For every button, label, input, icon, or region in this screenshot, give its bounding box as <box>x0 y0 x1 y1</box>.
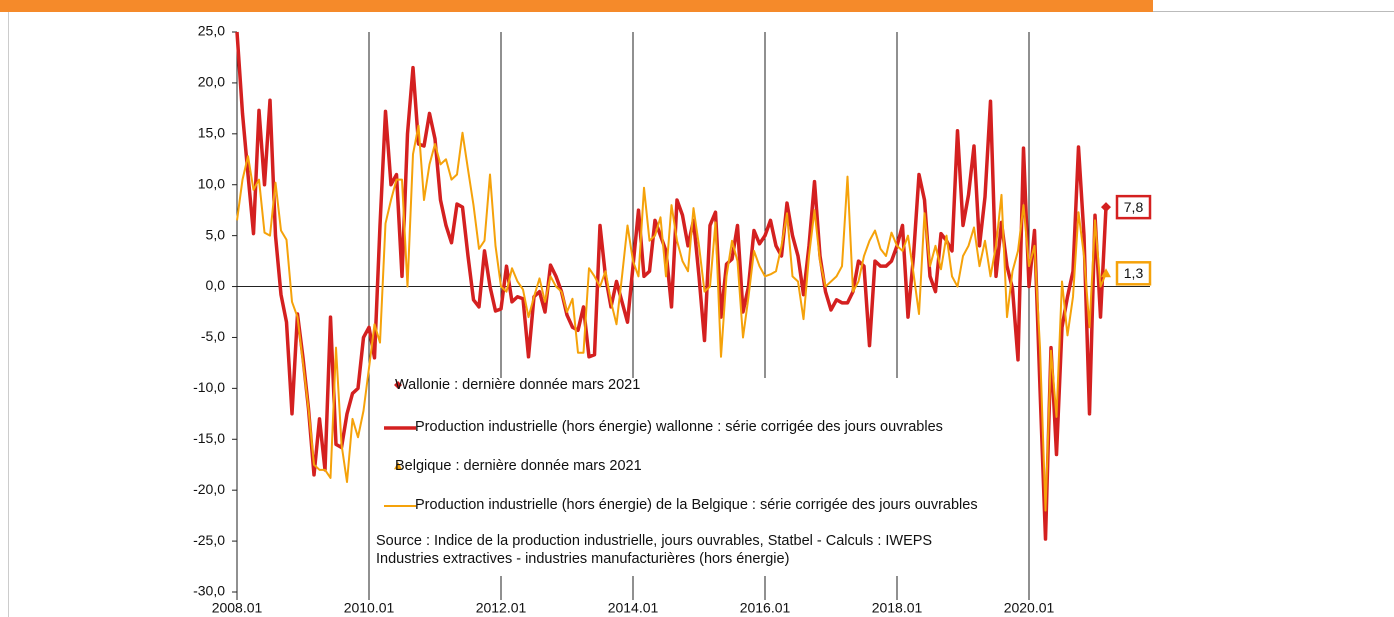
x-tick-label: 2014.01 <box>608 600 659 616</box>
y-tick-label: -10,0 <box>193 379 225 395</box>
legend-label: Production industrielle (hors énergie) w… <box>415 419 943 435</box>
y-tick-label: -15,0 <box>193 430 225 446</box>
line <box>235 31 1108 541</box>
legend-label: Wallonie : dernière donnée mars 2021 <box>395 377 641 393</box>
x-tick-label: 2018.01 <box>872 600 923 616</box>
legend-entry: Wallonie : dernière donnée mars 2021 <box>395 376 985 394</box>
line <box>236 124 1107 512</box>
legend-marker <box>394 462 402 470</box>
x-tick-label: 2020.01 <box>1004 600 1055 616</box>
y-tick-label: -30,0 <box>193 583 225 599</box>
x-tick-label: 2010.01 <box>344 600 395 616</box>
y-tick-label: 20,0 <box>198 74 225 90</box>
legend-marker <box>394 381 402 389</box>
y-tick-label: 15,0 <box>198 125 225 141</box>
y-tick-label: 0,0 <box>206 277 226 293</box>
legend-entry: Production industrielle (hors énergie) d… <box>415 496 1005 514</box>
value-label-box <box>1115 194 1152 220</box>
x-tick-label: 2012.01 <box>476 600 527 616</box>
x-tick-label: 2008.01 <box>212 600 263 616</box>
legend-background <box>373 378 1026 576</box>
source-note: Source : Indice de la production industr… <box>376 533 933 549</box>
marker <box>1101 202 1111 213</box>
y-tick-label: -20,0 <box>193 481 225 497</box>
y-tick-label: 25,0 <box>198 23 225 39</box>
y-tick-label: 10,0 <box>198 175 225 191</box>
value-label-box <box>1115 261 1152 286</box>
source-note: Industries extractives - industries manu… <box>376 551 790 567</box>
legend-entry: Belgique : dernière donnée mars 2021 <box>395 457 985 475</box>
top-bar <box>0 0 1153 12</box>
y-tick-label: -25,0 <box>193 532 225 548</box>
legend-label: Production industrielle (hors énergie) d… <box>415 497 978 513</box>
y-tick-label: -5,0 <box>201 328 225 344</box>
value-label: 7,8 <box>1124 199 1144 215</box>
legend-label: Belgique : dernière donnée mars 2021 <box>395 458 642 474</box>
y-tick-label: 5,0 <box>206 226 226 242</box>
x-tick-label: 2016.01 <box>740 600 791 616</box>
marker <box>1101 268 1111 278</box>
value-label: 1,3 <box>1124 265 1144 281</box>
legend-entry: Production industrielle (hors énergie) w… <box>415 418 985 436</box>
